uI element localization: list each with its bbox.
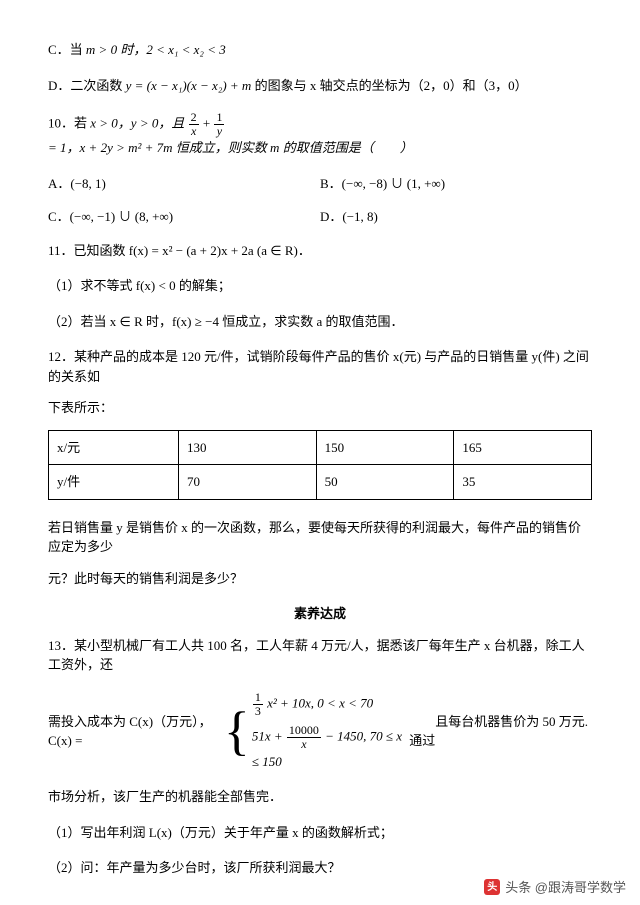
table-cell: y/件 [49,465,179,500]
toutiao-icon: 头 [484,879,500,895]
table-cell: 70 [179,465,317,500]
q12-line-b: 下表所示： [48,398,592,418]
opt-c-math: m > 0 时，2 < x₁ < x₂ < 3 [86,42,226,57]
q10-opt-c: C．(−∞, −1) ∪ (8, +∞) [48,207,320,227]
q10-frac2: 1y [214,111,224,138]
q12-line-c: 若日销售量 y 是销售价 x 的一次函数，那么，要使每天所获得的利润最大，每件产… [48,518,592,557]
q13-line-c: 市场分析，该厂生产的机器能全部售完． [48,787,592,807]
piece-2: 51x + 10000x − 1450, 70 ≤ x ≤ 150 [252,724,409,771]
section-title: 素养达成 [48,604,592,624]
table-cell: 150 [316,430,454,465]
data-table: x/元 130 150 165 y/件 70 50 35 [48,430,592,500]
table-cell: 165 [454,430,592,465]
q12-line-a: 12．某种产品的成本是 120 元/件，试销阶段每件产品的售价 x(元) 与产品… [48,347,592,386]
q13-line-b: 需投入成本为 C(x)（万元），C(x) = { 13 x² + 10x, 0 … [48,691,592,771]
q11-part1: （1）求不等式 f(x) < 0 的解集； [48,276,592,296]
q10-cond: x > 0，y > 0，且 [90,116,187,131]
q13-b-pre: 需投入成本为 C(x)（万元），C(x) = [48,712,222,751]
table-cell: 35 [454,465,592,500]
piecewise-function: { 13 x² + 10x, 0 < x < 70 51x + 10000x −… [222,691,409,771]
opt-d-math: y = (x − x₁)(x − x₂) + m [126,78,252,93]
q10-options-row1: A．(−8, 1) B．(−∞, −8) ∪ (1, +∞) [48,174,592,194]
q10-frac1: 2x [189,111,199,138]
option-c: C．当 m > 0 时，2 < x₁ < x₂ < 3 [48,40,592,60]
q10-options-row2: C．(−∞, −1) ∪ (8, +∞) D．(−1, 8) [48,207,592,227]
opt-d-prefix: D．二次函数 [48,78,126,93]
q13-b-post: 且每台机器售价为 50 万元. 通过 [409,712,592,751]
q13-line-a: 13．某小型机械厂有工人共 100 名，工人年薪 4 万元/人，据悉该厂每年生产… [48,636,592,675]
left-brace-icon: { [224,704,250,758]
question-11: 11．已知函数 f(x) = x² − (a + 2)x + 2a (a ∈ R… [48,241,592,261]
table-cell: x/元 [49,430,179,465]
opt-d-suffix: 的图象与 x 轴交点的坐标为（2，0）和（3，0） [251,78,527,93]
table-row: y/件 70 50 35 [49,465,592,500]
q10-prefix: 10．若 [48,116,90,131]
question-10: 10．若 x > 0，y > 0，且 2x + 1y = 1，x + 2y > … [48,111,592,158]
watermark-text: 头条 @跟涛哥学数学 [505,878,626,898]
q13-part1: （1）写出年利润 L(x)（万元）关于年产量 x 的函数解析式； [48,823,592,843]
q11-part2: （2）若当 x ∈ R 时，f(x) ≥ −4 恒成立，求实数 a 的取值范围． [48,312,592,332]
table-cell: 130 [179,430,317,465]
q10-after: = 1，x + 2y > m² + 7m 恒成立，则实数 m 的取值范围是（ ） [48,140,413,155]
piece-1: 13 x² + 10x, 0 < x < 70 [252,691,409,718]
q10-opt-d: D．(−1, 8) [320,207,592,227]
q10-opt-a: A．(−8, 1) [48,174,320,194]
table-row: x/元 130 150 165 [49,430,592,465]
q10-opt-b: B．(−∞, −8) ∪ (1, +∞) [320,174,592,194]
opt-c-prefix: C．当 [48,42,86,57]
table-cell: 50 [316,465,454,500]
q13-part2: （2）问：年产量为多少台时，该厂所获利润最大？ [48,858,592,878]
option-d: D．二次函数 y = (x − x₁)(x − x₂) + m 的图象与 x 轴… [48,76,592,96]
q12-line-d: 元？此时每天的销售利润是多少？ [48,569,592,589]
watermark: 头 头条 @跟涛哥学数学 [484,878,626,898]
